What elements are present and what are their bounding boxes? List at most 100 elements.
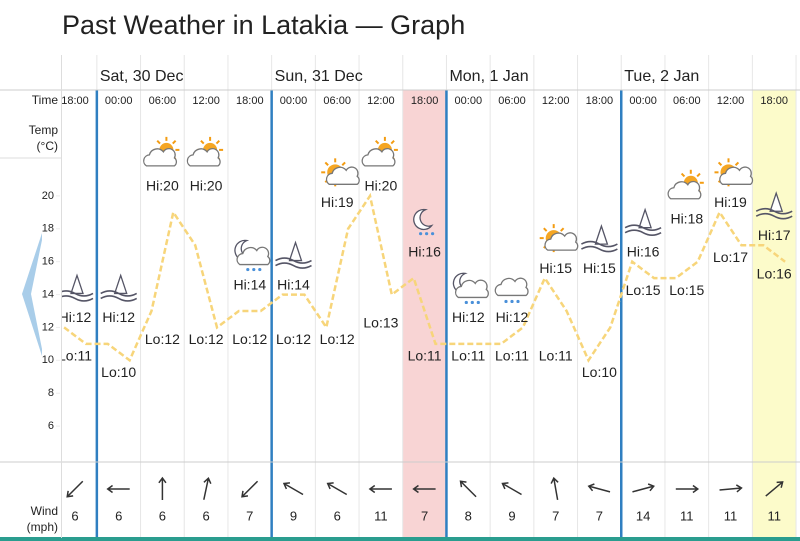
time-label: 18:00 [411,95,439,107]
y-tick-label: 14 [42,288,54,300]
time-label: 06:00 [149,95,177,107]
lo-label: Lo:11 [451,348,485,364]
hi-label: Hi:20 [190,178,223,194]
rain-drop [431,232,435,236]
rain-drop [476,300,480,305]
rain-drop [252,267,256,272]
hi-label: Hi:12 [59,309,92,325]
wind-speed: 9 [508,508,515,523]
wind-arrow [501,482,522,496]
bottom-bar [0,537,800,541]
sail [594,224,609,245]
chart-area: Sat, 30 Dec Sun, 31 Dec Mon, 1 Jan Tue, 2 J… [58,55,797,538]
lo-label: Lo:11 [495,348,529,364]
time-label: 12:00 [367,95,395,107]
wind-arrow [675,484,700,494]
cloud [236,246,271,266]
wind-speed: 8 [465,508,472,523]
wind-speed: 7 [246,508,253,523]
weather-icon [361,136,398,167]
wind-speed: 9 [290,508,297,523]
cloud [186,148,221,167]
previous-arrow[interactable] [22,233,42,356]
weather-icon [494,277,529,304]
rain-drop [470,300,474,305]
lo-label: Lo:11 [539,348,573,364]
sail [288,240,303,262]
highlight-column [402,90,447,538]
weather-icon [62,273,94,302]
weather-icon [452,272,489,305]
hi-label: Hi:12 [452,309,485,325]
cloud [325,166,360,185]
sun-ray [696,172,701,178]
wave [275,257,312,269]
wind-arrow [158,476,167,500]
wind-arrow [282,482,304,496]
time-label: 12:00 [192,95,220,107]
wind-arrow [550,476,559,500]
sail [113,273,128,295]
y-tick-label: 8 [48,387,54,399]
y-tick-label: 10 [42,354,54,366]
row-label: Time [32,93,59,107]
weather-icon [234,239,271,272]
sail [70,273,84,295]
lo-label: Lo:13 [363,315,398,331]
wind-arrow [765,481,784,497]
wave [62,290,94,302]
weather-icon [100,273,138,302]
wind-arrow [719,484,743,493]
sun-ray [680,172,686,178]
lo-label: Lo:10 [101,364,136,380]
wind-arrow [632,483,655,493]
weather-icon [539,224,579,253]
weather-icon [667,169,704,200]
wind-speed: 7 [552,508,559,523]
page-title: Past Weather in Latakia — Graph [62,10,465,40]
wind-arrow [459,480,477,498]
hi-label: Hi:14 [277,276,310,292]
hi-label: Hi:18 [670,210,703,226]
wind-speed: 11 [680,508,694,523]
hi-label: Hi:19 [321,194,354,210]
lo-label: Lo:11 [58,348,92,364]
lo-label: Lo:17 [713,249,748,265]
rain-drop [258,267,262,272]
hi-label: Hi:12 [102,309,135,325]
time-label: 00:00 [629,95,657,107]
sail [638,207,653,229]
lo-label: Lo:12 [232,331,267,347]
row-label: Temp [29,123,59,137]
wind-speed: 6 [159,508,166,523]
wind-arrow [106,484,130,494]
cloud [544,232,579,251]
weather-icon [714,158,754,187]
wind-arrow [203,476,212,500]
day-label: Tue, 2 Jan [624,68,699,85]
lo-label: Lo:11 [408,348,442,364]
hi-label: Hi:12 [496,309,529,325]
time-label: 00:00 [280,95,308,107]
sun-ray [215,139,220,145]
weather-icon [321,158,360,187]
wind-arrow [241,480,259,498]
day-label: Sun, 31 Dec [275,68,363,85]
lo-label: Lo:15 [626,282,661,298]
lo-label: Lo:15 [669,282,704,298]
day-label: Mon, 1 Jan [449,68,528,85]
hi-label: Hi:15 [583,260,616,276]
time-label: 00:00 [455,95,483,107]
rain-drop [425,232,429,236]
hi-label: Hi:16 [408,243,441,259]
wind-arrow [66,480,84,498]
sun-ray [341,161,346,166]
sun-ray [543,227,548,232]
weather-icon [143,136,180,167]
time-label: 18:00 [61,95,89,107]
wind-speed: 6 [334,508,341,523]
cloud [361,148,396,167]
hi-label: Hi:20 [365,178,398,194]
wind-arrow [368,484,392,494]
sun-ray [324,161,329,166]
